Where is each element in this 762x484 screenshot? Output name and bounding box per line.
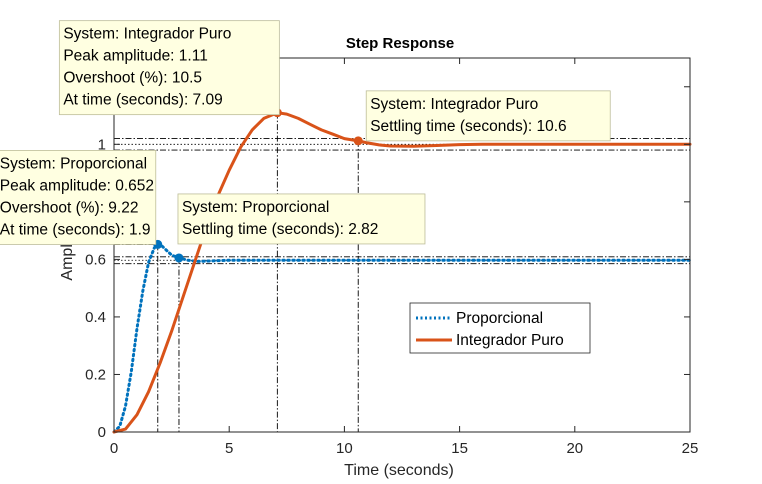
y-tick-label: 1: [98, 136, 106, 153]
x-tick-label: 25: [682, 440, 699, 457]
plot-box: [113, 57, 691, 433]
datatip-line: System: Proporcional: [182, 199, 329, 216]
datatip-markers: [153, 108, 363, 263]
x-tick-label: 10: [336, 440, 353, 457]
legend-label-integrador: Integrador Puro: [456, 332, 564, 349]
y-tick-label: 0.4: [85, 309, 106, 326]
x-axis-label: Time (seconds): [344, 462, 454, 479]
legend-label-proporcional: Proporcional: [456, 310, 543, 327]
datatip-box: [365, 90, 611, 142]
datatip-box: [0, 150, 157, 245]
series-line-integrador-puro: [112, 111, 692, 434]
datatip-line: System: Integrador Puro: [63, 26, 231, 43]
datatip-line: At time (seconds): 1.9: [0, 221, 151, 238]
datatip-box: [58, 20, 280, 116]
x-tick-label: 15: [451, 440, 468, 457]
datatip-marker: [353, 136, 363, 146]
datatips: System: Integrador Puro Peak amplitude: 1…: [0, 20, 611, 245]
series-lines: [112, 111, 692, 434]
datatip-line: Peak amplitude: 0.652: [0, 177, 154, 194]
y-tick-label: 0.6: [85, 251, 106, 268]
datatip-line: Settling time (seconds): 2.82: [182, 221, 378, 238]
y-tick-label: 0: [98, 424, 106, 441]
datatip-marker: [174, 253, 184, 263]
axis-ticks: 0 5 10 15 20 25 0 0.2 0.4 0.6 1: [85, 58, 698, 457]
chart-title: Step Response: [346, 35, 454, 52]
reference-lines: [114, 112, 690, 432]
datatip-box: [177, 193, 426, 245]
legend-box: [409, 302, 591, 354]
y-tick-label: 0.2: [85, 366, 106, 383]
datatip: System: Proporcional Peak amplitude: 0.65…: [0, 150, 157, 245]
datatip-line: Overshoot (%): 9.22: [0, 199, 138, 216]
datatip-line: System: Proporcional: [0, 155, 147, 172]
x-tick-label: 0: [110, 440, 118, 457]
datatip: System: Proporcional Settling time (secon…: [177, 193, 426, 245]
series-line-proporcional: [112, 242, 692, 434]
datatip: System: Integrador Puro Settling time (se…: [365, 90, 611, 142]
datatip-line: Overshoot (%): 10.5: [63, 70, 202, 87]
legend[interactable]: Proporcional Integrador Puro: [409, 302, 591, 354]
datatip-line: At time (seconds): 7.09: [63, 92, 222, 109]
x-tick-label: 5: [225, 440, 233, 457]
datatip: System: Integrador Puro Peak amplitude: 1…: [58, 20, 280, 116]
datatip-line: System: Integrador Puro: [370, 96, 538, 113]
datatip-line: Peak amplitude: 1.11: [63, 48, 207, 65]
datatip-line: Settling time (seconds): 10.6: [370, 118, 566, 135]
x-tick-label: 20: [566, 440, 583, 457]
